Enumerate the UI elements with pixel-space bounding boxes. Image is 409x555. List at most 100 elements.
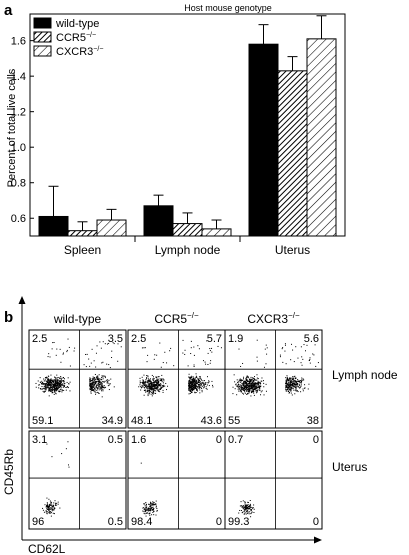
event-dot xyxy=(44,376,46,378)
event-dot xyxy=(244,392,246,394)
event-dot xyxy=(203,383,205,385)
event-dot xyxy=(296,380,298,382)
event-dot xyxy=(97,376,99,378)
quadrant-lower-right-value: 0 xyxy=(216,516,222,528)
event-dot xyxy=(146,387,148,389)
event-dot xyxy=(59,348,61,350)
event-dot xyxy=(45,387,47,389)
event-dot xyxy=(258,382,260,384)
event-dot xyxy=(240,387,242,389)
event-dot xyxy=(211,351,213,353)
event-dot xyxy=(188,393,190,395)
event-dot xyxy=(155,388,157,390)
quadrant-lower-left-value: 55 xyxy=(228,415,240,427)
event-dot xyxy=(47,386,49,388)
event-dot xyxy=(197,386,199,388)
event-dot xyxy=(56,502,58,504)
event-dot xyxy=(101,381,103,383)
event-dot xyxy=(55,378,57,380)
event-dot xyxy=(58,385,60,387)
event-dot xyxy=(165,382,167,384)
event-dot xyxy=(101,375,103,377)
event-dot xyxy=(101,396,103,398)
event-dot xyxy=(161,380,163,382)
event-dot xyxy=(101,384,103,386)
event-dot xyxy=(193,382,195,384)
event-dot xyxy=(159,380,161,382)
event-dot xyxy=(290,385,292,387)
event-dot xyxy=(244,381,246,383)
event-dot xyxy=(47,356,49,358)
event-dot xyxy=(142,379,144,381)
event-dot xyxy=(42,509,44,511)
event-dot xyxy=(45,377,47,379)
event-dot xyxy=(292,380,294,382)
event-dot xyxy=(57,382,59,384)
event-dot xyxy=(57,380,59,382)
event-dot xyxy=(61,380,63,382)
event-dot xyxy=(199,386,201,388)
event-dot xyxy=(155,500,157,502)
event-dot xyxy=(148,386,150,388)
event-dot xyxy=(159,378,161,380)
event-dot xyxy=(51,508,53,510)
event-dot xyxy=(146,390,148,392)
event-dot xyxy=(247,392,249,394)
event-dot xyxy=(290,359,292,361)
event-dot xyxy=(244,383,246,385)
event-dot xyxy=(54,500,56,502)
event-dot xyxy=(194,379,196,381)
event-dot xyxy=(248,389,250,391)
event-dot xyxy=(254,384,256,386)
x-axis-arrowhead xyxy=(314,536,322,544)
event-dot xyxy=(61,377,63,379)
event-dot xyxy=(193,377,195,379)
event-dot xyxy=(100,387,102,389)
event-dot xyxy=(159,342,161,344)
event-dot xyxy=(46,381,48,383)
event-dot xyxy=(188,388,190,390)
event-dot xyxy=(266,347,268,349)
event-dot xyxy=(91,390,93,392)
event-dot xyxy=(156,379,158,381)
event-dot xyxy=(297,383,299,385)
event-dot xyxy=(242,381,244,383)
event-dot xyxy=(290,387,292,389)
event-dot xyxy=(89,383,91,385)
event-dot xyxy=(149,387,151,389)
event-dot xyxy=(60,383,62,385)
event-dot xyxy=(52,379,54,381)
event-dot xyxy=(182,339,184,341)
event-dot xyxy=(146,389,148,391)
event-dot xyxy=(162,378,164,380)
event-dot xyxy=(143,507,145,509)
event-dot xyxy=(147,376,149,378)
event-dot xyxy=(199,377,201,379)
event-dot xyxy=(301,364,303,366)
event-dot xyxy=(148,508,150,510)
event-dot xyxy=(157,390,159,392)
event-dot xyxy=(160,388,162,390)
event-dot xyxy=(101,377,103,379)
event-dot xyxy=(244,386,246,388)
event-dot xyxy=(195,392,197,394)
event-dot xyxy=(51,348,53,350)
event-dot xyxy=(106,380,108,382)
event-dot xyxy=(301,356,303,358)
event-dot xyxy=(149,514,151,516)
event-dot xyxy=(200,383,202,385)
event-dot xyxy=(239,388,241,390)
event-dot xyxy=(154,389,156,391)
event-dot xyxy=(74,347,76,349)
event-dot xyxy=(250,516,252,518)
event-dot xyxy=(196,383,198,385)
event-dot xyxy=(287,388,289,390)
event-dot xyxy=(194,385,196,387)
event-dot xyxy=(209,362,211,364)
event-dot xyxy=(251,383,253,385)
event-dot xyxy=(159,388,161,390)
event-dot xyxy=(162,382,164,384)
event-dot xyxy=(251,387,253,389)
event-dot xyxy=(253,508,255,510)
event-dot xyxy=(243,378,245,380)
